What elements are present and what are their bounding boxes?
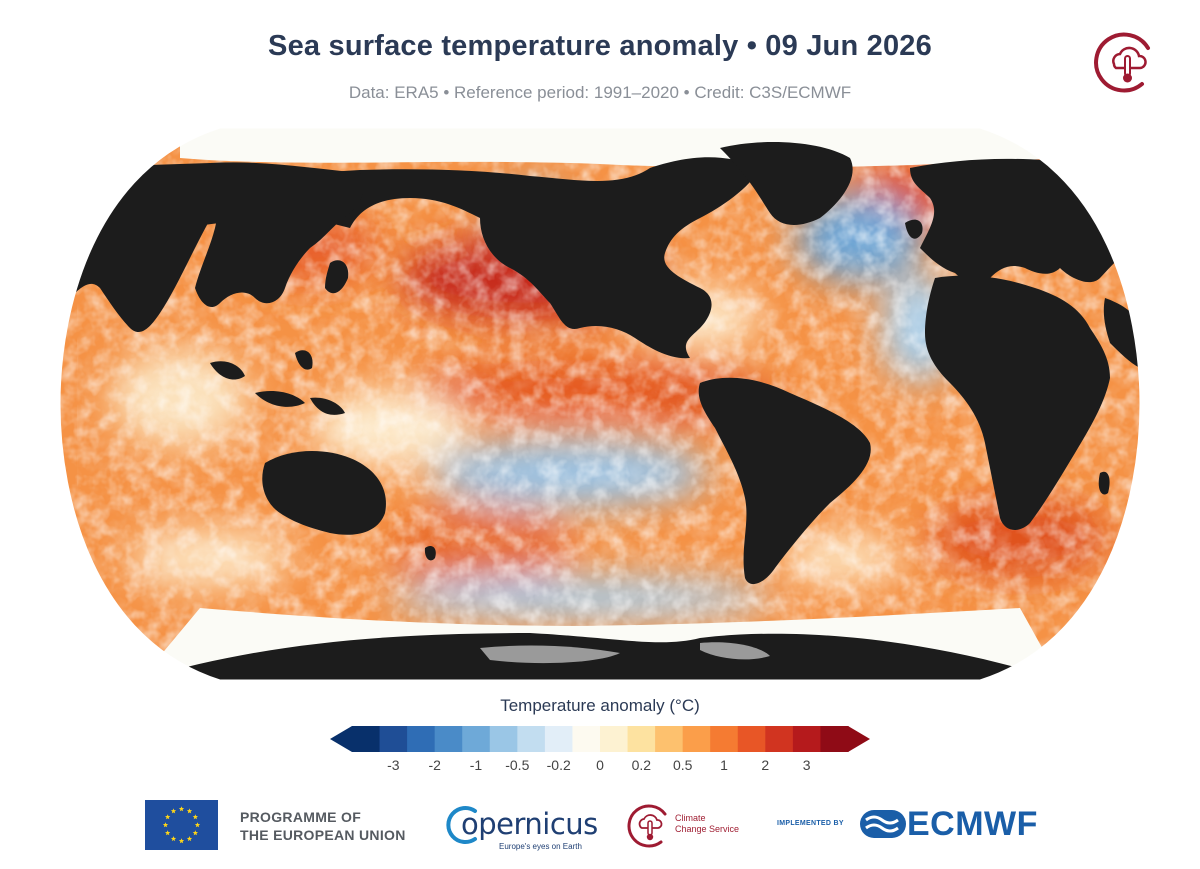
colorbar [330,726,870,752]
colorbar-segment [737,726,766,752]
tick-label: 3 [802,757,811,773]
copernicus-word: opernicus [461,807,598,841]
land-masses [60,142,1140,680]
tick-label: -3 [387,757,400,773]
eu-star [162,822,169,828]
eu-star [164,830,171,836]
africa [925,275,1110,530]
c3s-line-2: Change Service [675,824,740,834]
eu-star [164,814,171,820]
eu-star [186,808,193,814]
eu-flag-icon [145,800,218,850]
c3s-corner-logo-icon [1094,32,1150,93]
south-america [698,377,871,585]
legend-title: Temperature anomaly (°C) [500,696,700,715]
eu-star [192,814,199,820]
colorbar-segment [792,726,822,752]
eu-star [178,806,185,812]
colorbar-segment [820,726,849,752]
map-subtitle: Data: ERA5 • Reference period: 1991–2020… [348,83,852,102]
colorbar-segment [765,726,794,752]
tick-label: -0.5 [505,757,530,773]
implemented-by-label: IMPLEMENTED BY [777,820,844,827]
greenland [720,142,853,225]
tick-label: -2 [428,757,441,773]
tick-label: 1 [720,757,728,773]
colorbar-segment [352,726,381,752]
colorbar-ticks: -3 -2 -1 -0.5 -0.2 0 0.2 0.5 1 2 3 [0,757,1200,777]
map-title: Sea surface temperature anomaly • 09 Jun… [268,30,932,62]
colorbar-segment [434,726,463,752]
c3s-logo: Climate Change Service [625,800,739,852]
tick-label: 0 [596,757,604,773]
asia-east [195,162,365,308]
eu-star [186,836,193,842]
ecmwf-waves-icon [860,810,906,838]
eu-star [194,822,201,828]
c3s-line-1: Climate [675,813,706,823]
thermometer-cloud-icon [627,804,667,848]
copernicus-logo: opernicus Europe's eyes on Earth [443,799,598,855]
colorbar-segment [682,726,711,752]
colorbar-segment [655,726,684,752]
tick-label: 0.2 [631,757,652,773]
australia [262,451,386,535]
eurasia [910,158,1140,284]
colorbar-segment [489,726,518,752]
colorbar-segment [600,726,629,752]
eu-programme-text: PROGRAMME OF THE EUROPEAN UNION [240,808,406,844]
colorbar-segment [544,726,574,752]
ecmwf-wordmark: ECMWF [907,805,1038,843]
arctic-ice [180,128,1060,168]
eu-star [170,808,177,814]
tick-label: 0.5 [672,757,693,773]
tick-label: -1 [469,757,483,773]
colorbar-segment [462,726,491,752]
colorbar-segment [627,726,656,752]
eu-star [192,830,199,836]
tick-label: -0.2 [546,757,571,773]
eu-line-1: PROGRAMME OF [240,809,362,825]
colorbar-high-arrow [848,726,870,752]
eu-star [170,836,177,842]
colorbar-segment [710,726,739,752]
colorbar-segment [379,726,408,752]
world-map [60,128,1140,680]
colorbar-low-arrow [330,726,352,752]
eu-star [178,838,185,844]
copernicus-c-icon [446,806,477,844]
tick-label: 2 [761,757,770,773]
colorbar-segment [517,726,546,752]
eu-line-2: THE EUROPEAN UNION [240,827,406,843]
copernicus-tagline: Europe's eyes on Earth [499,842,582,851]
colorbar-segment [407,726,436,752]
colorbar-segment [572,726,601,752]
